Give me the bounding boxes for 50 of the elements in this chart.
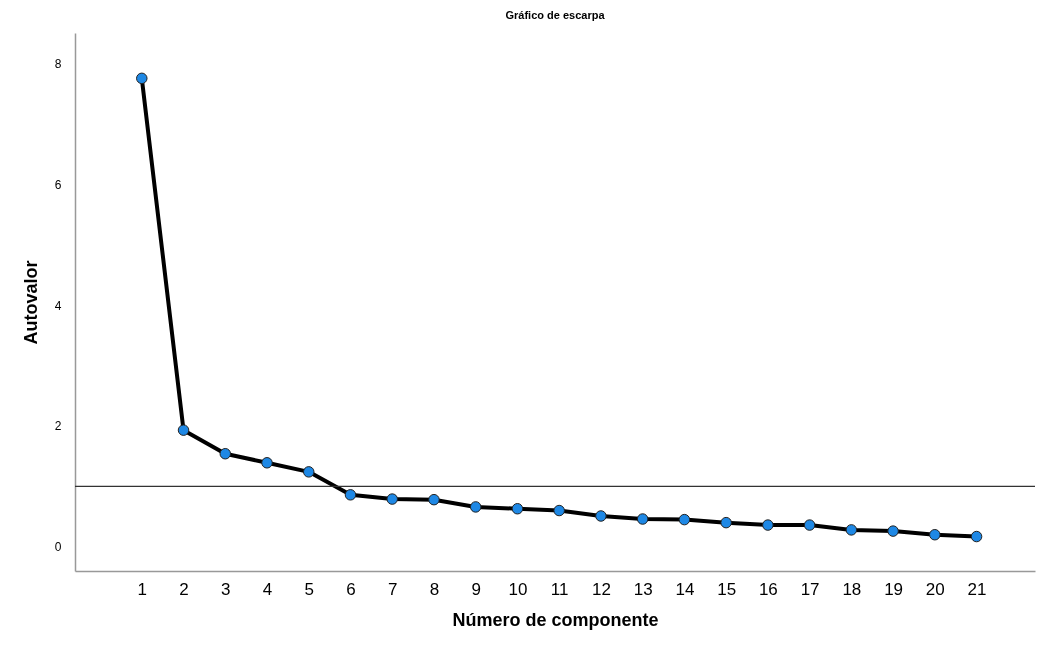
- x-tick-label: 3: [221, 579, 231, 599]
- x-tick-label: 4: [262, 579, 273, 599]
- x-tick-label: 10: [508, 579, 528, 599]
- x-tick-label: 18: [842, 579, 862, 599]
- point: [344, 489, 357, 501]
- point: [845, 524, 858, 536]
- x-tick-label: 9: [471, 579, 481, 599]
- point: [636, 513, 649, 525]
- point: [929, 529, 941, 541]
- y-tick-label: 0: [54, 540, 62, 555]
- x-tick-label: 21: [967, 579, 987, 599]
- point: [678, 513, 691, 526]
- x-tick-label: 16: [758, 579, 778, 599]
- x-tick-label: 5: [304, 579, 314, 599]
- x-tick-label: 17: [800, 579, 820, 599]
- x-tick-label: 13: [633, 579, 653, 599]
- point: [720, 516, 732, 529]
- point: [303, 466, 315, 478]
- point: [970, 530, 983, 543]
- x-tick-label: 8: [429, 579, 440, 599]
- x-tick-label: 2: [179, 579, 189, 599]
- y-tick-label: 8: [54, 56, 62, 71]
- point: [219, 447, 231, 460]
- point: [177, 424, 190, 436]
- x-tick-label: 1: [137, 579, 148, 599]
- y-tick-label: 4: [54, 298, 62, 313]
- y-axis-title: Autovalor: [20, 260, 41, 345]
- point: [595, 510, 607, 522]
- x-tick-label: 12: [591, 579, 611, 599]
- x-axis-title: Número de componente: [452, 609, 659, 630]
- x-tick-label: 15: [717, 579, 737, 599]
- chart-title: Gráfico de escarpa: [505, 9, 606, 21]
- point: [386, 493, 398, 505]
- y-tick-label: 6: [54, 177, 62, 192]
- point: [553, 504, 565, 517]
- x-tick-label: 14: [675, 579, 695, 599]
- point: [136, 72, 148, 85]
- point: [428, 493, 440, 506]
- x-tick-label: 7: [387, 579, 398, 599]
- x-tick-label: 11: [550, 579, 569, 599]
- point: [803, 519, 816, 531]
- point: [469, 501, 482, 513]
- x-tick-label: 20: [925, 579, 945, 599]
- x-tick-label: 19: [884, 579, 904, 599]
- y-tick-label: 2: [54, 419, 62, 434]
- point: [762, 519, 774, 531]
- point: [887, 525, 899, 537]
- x-tick-label: 6: [346, 579, 356, 599]
- point: [511, 503, 524, 515]
- point: [261, 457, 273, 469]
